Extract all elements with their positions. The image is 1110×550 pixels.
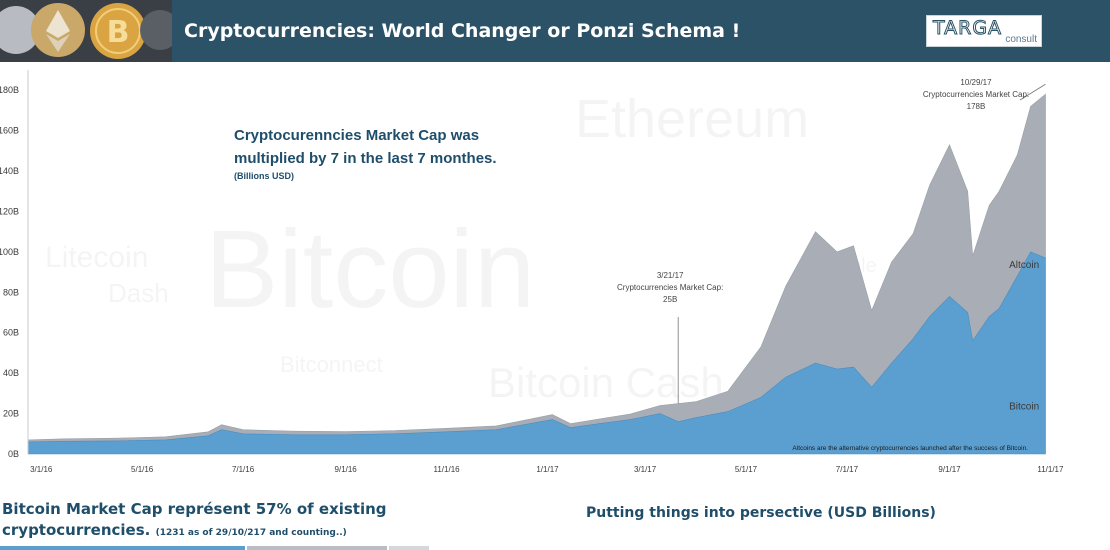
svg-text:B: B — [107, 15, 130, 50]
tab-strip — [0, 546, 430, 550]
watermark-text: Bitcoin — [205, 208, 535, 331]
page-title: Cryptocurrencies: World Changer or Ponzi… — [184, 20, 741, 42]
chart-labels: Cryptocurenncies Market Cap was multiplie… — [234, 78, 1046, 452]
x-tick-label: 5/1/17 — [735, 465, 758, 474]
bitcoin-area — [27, 251, 1046, 455]
annotation-leader — [1019, 83, 1046, 101]
targa-consult-logo: TARGA consult — [926, 15, 1042, 47]
y-tick-label: 60B — [3, 328, 19, 338]
x-tick-label: 9/1/17 — [938, 465, 961, 474]
x-tick-label: 7/1/16 — [232, 465, 255, 474]
logo-sub-text: consult — [1005, 34, 1037, 45]
y-axis: 0B 20B 40B 60B 80B 100B 120B 140B 160B 180B — [0, 85, 19, 459]
watermark-layer: Ethereum Bitcoin Bitcoin Cash Litecoin Dash B… — [45, 89, 877, 406]
series-label: Bitcoin — [1009, 402, 1039, 413]
market-cap-chart: Ethereum Bitcoin Bitcoin Cash Litecoin Dash B… — [0, 70, 1064, 474]
y-tick-label: 0B — [8, 449, 19, 459]
logo-main-text: TARGA — [932, 17, 1003, 40]
bitcoin-share-line2: cryptocurrencies. — [2, 521, 151, 539]
x-axis: 3/1/16 5/1/16 7/1/16 9/1/16 11/1/16 1/1/17 3/1… — [30, 465, 1064, 474]
crypto-coins-image: B — [0, 0, 172, 62]
y-tick-label: 80B — [3, 287, 19, 297]
y-tick-label: 20B — [3, 409, 19, 419]
x-tick-label: 5/1/16 — [131, 465, 154, 474]
y-tick-label: 40B — [3, 368, 19, 378]
chart-title-line1: Cryptocurenncies Market Cap was — [234, 127, 479, 144]
annotation-text: 178B — [967, 102, 986, 111]
x-tick-label: 3/1/17 — [634, 465, 657, 474]
chart-footnote: Altcoins are the alternative cryptocurre… — [792, 445, 1028, 452]
y-tick-label: 120B — [0, 206, 19, 216]
perspective-heading: Putting things into persective (USD Bill… — [586, 505, 936, 521]
bitcoin-share-line1: Bitcoin Market Cap représent 57% of exis… — [2, 500, 387, 518]
y-tick-label: 160B — [0, 126, 19, 136]
x-tick-label: 11/1/16 — [434, 465, 461, 474]
annotation-text: 10/29/17 — [960, 78, 992, 87]
watermark-text: Bitcoin Cash — [488, 359, 724, 406]
x-tick-label: 1/1/17 — [536, 465, 559, 474]
chart-title-line2: multiplied by 7 in the last 7 monthes. — [234, 150, 497, 167]
header-banner: B Cryptocurrencies: World Changer or Pon… — [0, 0, 1110, 62]
area-layer — [27, 70, 1046, 455]
coin-count-note: (1231 as of 29/10/217 and counting..) — [155, 528, 347, 538]
x-tick-label: 9/1/16 — [335, 465, 358, 474]
annotation-text: 25B — [663, 295, 677, 304]
annotation-text: Cryptocurrencies Market Cap: — [617, 283, 723, 292]
watermark-text: Litecoin — [45, 241, 148, 274]
watermark-text: Dash — [108, 278, 169, 308]
annotation-text: 3/21/17 — [657, 271, 684, 280]
annotation-text: Cryptocurrencies Market Cap: — [923, 90, 1029, 99]
watermark-text: Ethereum — [575, 89, 809, 149]
x-tick-label: 7/1/17 — [836, 465, 859, 474]
y-tick-label: 180B — [0, 85, 19, 95]
x-tick-label: 11/1/17 — [1037, 465, 1064, 474]
chart-subtitle: (Billions USD) — [234, 171, 294, 181]
watermark-text: Bitconnect — [280, 352, 383, 377]
y-tick-label: 100B — [0, 247, 19, 257]
bitcoin-share-caption: Bitcoin Market Cap représent 57% of exis… — [2, 499, 387, 544]
x-tick-label: 3/1/16 — [30, 465, 53, 474]
y-tick-label: 140B — [0, 166, 19, 176]
series-label: Altcoin — [1009, 260, 1039, 271]
